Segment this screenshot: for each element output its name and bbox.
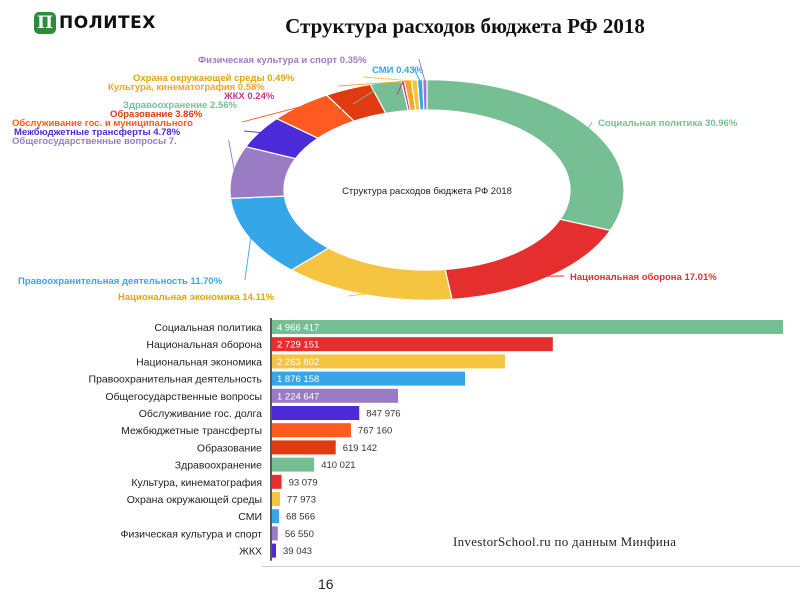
slice-label: Физическая культура и спорт 0.35% — [198, 55, 367, 66]
bar-category-label: Национальная оборона — [146, 339, 262, 351]
slice-leader-line — [241, 106, 302, 123]
bar — [272, 526, 278, 541]
bar — [272, 337, 553, 352]
slice-label: Национальная экономика 14.11% — [118, 292, 275, 303]
bar-value-label: 1 224 647 — [277, 391, 319, 402]
bar-value-label: 1 876 158 — [277, 374, 319, 385]
bar-category-label: ЖКХ — [239, 546, 262, 558]
bar — [272, 457, 315, 472]
slice-leader-line — [339, 89, 350, 114]
bar-category-label: Охрана окружающей среды — [127, 494, 262, 506]
donut-slice — [444, 218, 612, 301]
bar-category-label: Межбюджетные трансферты — [121, 425, 262, 437]
bar — [272, 492, 281, 506]
bar — [272, 320, 783, 334]
source-note: InvestorSchool.ru по данным Минфина — [453, 534, 677, 549]
bar-category-label: Общегосударственные вопросы — [105, 391, 262, 403]
slice-label: Обслуживание гос. и муниципального — [12, 118, 193, 129]
logo-text: ПОЛИТЕХ — [59, 13, 156, 33]
slice-leader-line — [244, 236, 252, 281]
donut-center-label: Структура расходов бюджета РФ 2018 — [342, 186, 512, 197]
bar-category-label: Национальная экономика — [136, 356, 262, 368]
bar-chart: Социальная политика 4 966 417 Национальная… — [89, 318, 783, 561]
slice-label: Национальная оборона 17.01% — [570, 272, 717, 283]
slice-leader-line — [228, 139, 236, 173]
bar-category-label: Обслуживание гос. долга — [139, 408, 262, 420]
slice-leader-line — [413, 68, 421, 82]
slice-label: Культура, кинематография 0.58% — [108, 82, 265, 93]
slice-label: Здравоохранение 2.56% — [123, 100, 238, 111]
logo: П ПОЛИТЕХ — [34, 12, 156, 34]
slice-label: СМИ 0.43% — [372, 65, 424, 76]
bar — [272, 543, 277, 558]
bar-value-label: 847 976 — [366, 409, 400, 420]
bar — [272, 423, 351, 438]
bar-value-label: 4 966 417 — [277, 323, 319, 334]
bar — [272, 406, 360, 420]
bar-value-label: 77 973 — [287, 495, 316, 506]
logo-mark: П — [34, 12, 56, 34]
slice-label: Правоохранительная деятельность 11.70% — [18, 276, 223, 287]
donut-chart: Социальная политика 30.96% Национальная о… — [12, 55, 738, 303]
bar-value-label: 39 043 — [283, 546, 312, 557]
bar — [272, 509, 280, 524]
slice-label: Образование 3.86% — [110, 109, 203, 120]
page-number: 16 — [318, 576, 334, 592]
slice-label: Социальная политика 30.96% — [598, 118, 738, 129]
slice-leader-line — [347, 293, 367, 297]
bar-category-label: Правоохранительная деятельность — [89, 374, 263, 386]
bar — [272, 371, 466, 386]
slice-leader-line — [587, 121, 593, 129]
bar-value-label: 2 729 151 — [277, 340, 319, 351]
bar-value-label: 93 079 — [289, 477, 318, 488]
slice-leader-line — [418, 58, 426, 81]
bar-value-label: 767 160 — [358, 426, 392, 437]
slice-label: Общегосударственные вопросы 7. — [12, 136, 177, 147]
bar-value-label: 2 263 802 — [277, 357, 319, 368]
bar-category-label: Культура, кинематография — [131, 477, 262, 489]
bar-category-label: Физическая культура и спорт — [121, 528, 263, 540]
donut-slice — [422, 79, 428, 111]
slice-label: ЖКХ 0.24% — [223, 91, 275, 102]
bar-category-label: Социальная политика — [154, 322, 262, 334]
bar-value-label: 68 566 — [286, 512, 315, 523]
bar-category-label: СМИ — [238, 511, 262, 523]
footer-divider — [262, 566, 800, 567]
slice-leader-line — [337, 80, 408, 87]
slice-label: Охрана окружающей среды 0.49% — [133, 73, 295, 84]
budget-charts: Социальная политика 30.96% Национальная о… — [12, 55, 783, 561]
bar — [272, 388, 399, 403]
bar — [272, 474, 282, 489]
bar — [272, 440, 336, 455]
slice-leader-line — [396, 81, 404, 96]
slice-leader-line — [352, 82, 387, 105]
bar-category-label: Здравоохранение — [175, 460, 262, 472]
bar-value-label: 410 021 — [321, 460, 355, 471]
bar-category-label: Образование — [197, 442, 262, 454]
page-title: Структура расходов бюджета РФ 2018 — [285, 14, 645, 38]
slice-leader-line — [243, 130, 262, 134]
bar-value-label: 619 142 — [343, 443, 377, 454]
donut-slice — [426, 79, 625, 232]
bar — [272, 354, 505, 369]
slice-leader-line — [362, 76, 415, 82]
slice-label: Межбюджетные трансферты 4.78% — [14, 127, 181, 138]
bar-value-label: 56 550 — [285, 529, 314, 540]
